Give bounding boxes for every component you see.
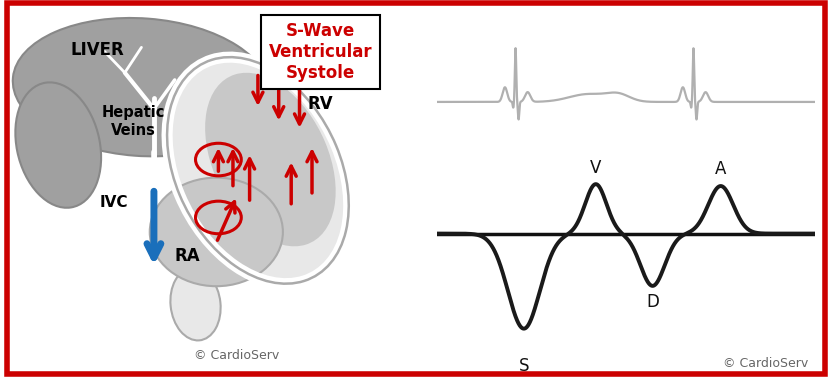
Text: © CardioServ: © CardioServ [195,349,280,362]
Text: S-Wave
Ventricular
Systole: S-Wave Ventricular Systole [269,22,372,81]
Ellipse shape [150,178,283,286]
Ellipse shape [206,73,335,246]
Text: IVC: IVC [100,195,128,210]
Text: RA: RA [175,247,201,265]
Text: © CardioServ: © CardioServ [722,357,808,370]
Text: Hepatic
Veins: Hepatic Veins [102,105,165,138]
Text: RV: RV [308,95,334,113]
Ellipse shape [12,18,270,156]
Text: A: A [715,161,726,178]
Text: V: V [590,159,602,176]
Ellipse shape [15,83,102,208]
Ellipse shape [167,57,349,284]
Text: S: S [518,357,529,375]
Ellipse shape [171,268,220,340]
Text: LIVER: LIVER [71,41,125,58]
Text: D: D [646,293,659,311]
